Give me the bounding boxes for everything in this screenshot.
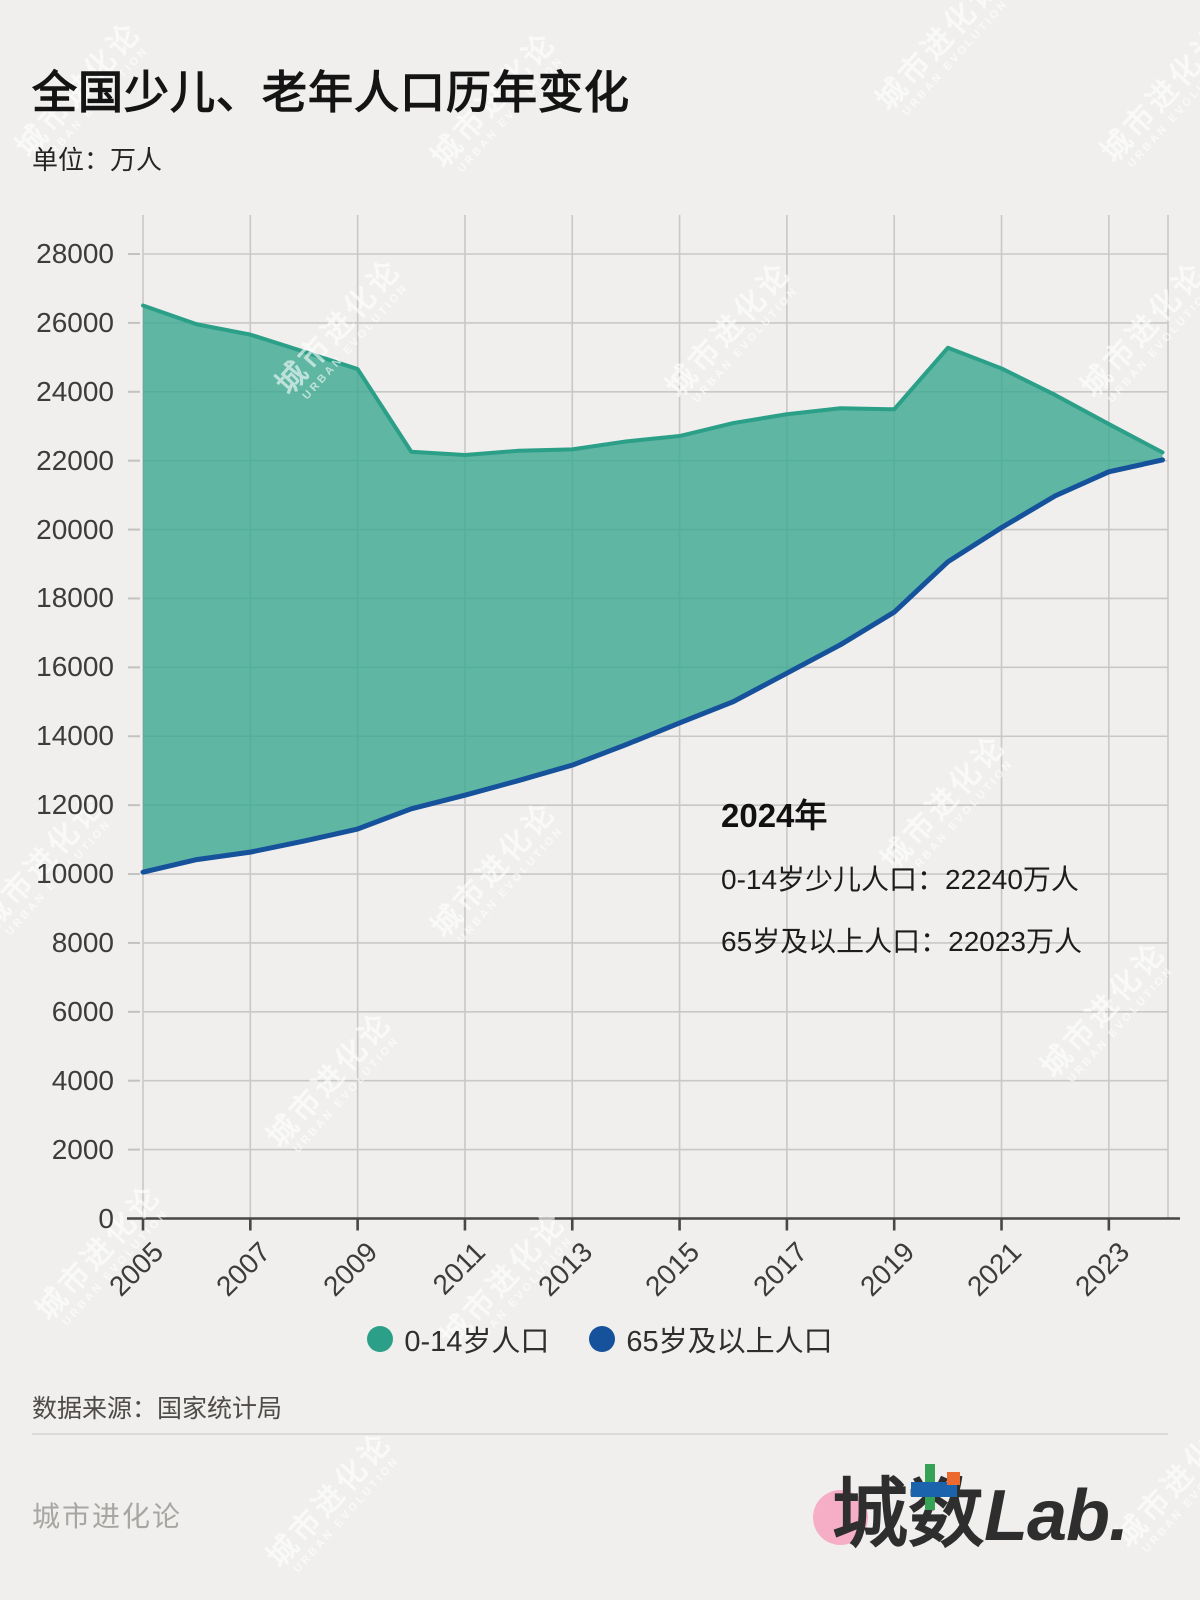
legend-label-elderly: 65岁及以上人口 [626, 1318, 832, 1360]
annotation-children-value: 0-14岁少儿人口：22240万人 [721, 858, 1082, 898]
annotation-elderly-value: 65岁及以上人口：22023万人 [721, 920, 1082, 960]
y-axis-label: 2000 [4, 1133, 114, 1167]
annotation-2024: 2024年 0-14岁少儿人口：22240万人 65岁及以上人口：22023万人 [721, 789, 1082, 982]
logo-lab: Lab. [984, 1476, 1128, 1556]
brand-name: 城市进化论 [32, 1495, 182, 1535]
y-axis-label: 16000 [4, 650, 114, 684]
unit-label: 单位：万人 [32, 140, 162, 177]
logo-cheng: 城 [832, 1472, 908, 1557]
legend: 0-14岁人口 65岁及以上人口 [0, 1318, 1200, 1360]
y-axis-label: 26000 [4, 306, 114, 340]
divider [32, 1433, 1168, 1435]
annotation-year: 2024年 [721, 789, 1082, 837]
legend-item-elderly: 65岁及以上人口 [589, 1318, 832, 1360]
y-axis-label: 18000 [4, 581, 114, 615]
logo-text: 城数Lab. [832, 1452, 1128, 1562]
y-axis-label: 12000 [4, 788, 114, 822]
y-axis-label: 10000 [4, 857, 114, 891]
legend-item-children: 0-14岁人口 [367, 1318, 549, 1360]
logo-plus-orange-icon [947, 1472, 960, 1485]
y-axis-label: 14000 [4, 719, 114, 753]
y-axis-label: 4000 [4, 1064, 114, 1098]
elderly-series-dot-icon [589, 1326, 615, 1352]
y-axis-label: 22000 [4, 444, 114, 478]
y-axis-label: 20000 [4, 513, 114, 547]
y-axis-label: 24000 [4, 375, 114, 409]
children-series-dot-icon [367, 1326, 393, 1352]
data-source: 数据来源：国家统计局 [32, 1389, 282, 1425]
shucheng-lab-logo: 城数Lab. [810, 1450, 1170, 1565]
legend-label-children: 0-14岁人口 [404, 1318, 549, 1360]
y-axis-label: 28000 [4, 237, 114, 271]
y-axis-label: 6000 [4, 995, 114, 1029]
population-band-fill [143, 306, 1163, 873]
y-axis-label: 0 [4, 1202, 114, 1236]
y-axis-label: 8000 [4, 926, 114, 960]
chart-title: 全国少儿、老年人口历年变化 [32, 56, 630, 121]
